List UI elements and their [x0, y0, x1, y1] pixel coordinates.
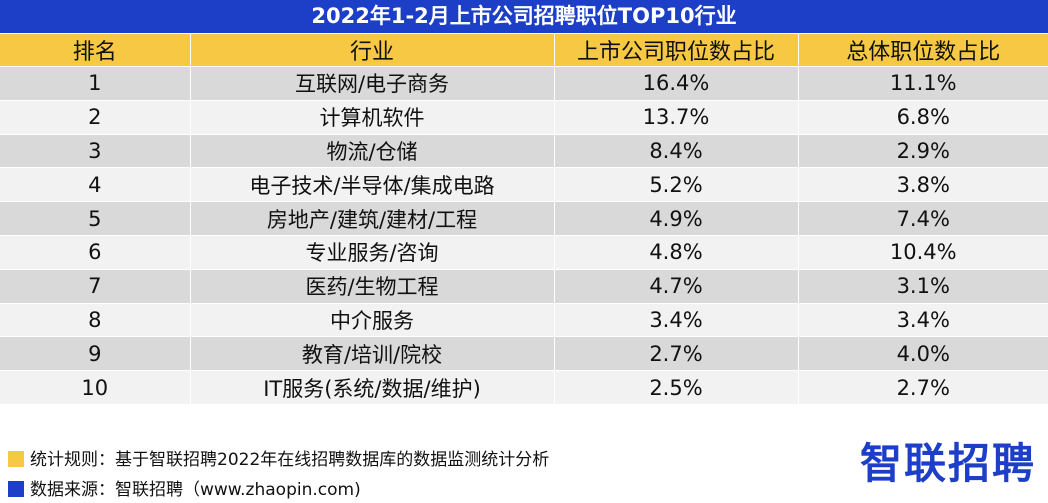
rank-cell: 7	[0, 268, 190, 304]
overall-share-cell: 2.7%	[797, 370, 1048, 405]
brand-logo: 智联招聘	[859, 439, 1036, 488]
industry-cell: 教育/培训/院校	[189, 336, 554, 371]
industry-cell: 房地产/建筑/建材/工程	[189, 201, 554, 236]
rank-cell: 10	[0, 370, 190, 405]
ranking-table: 排名 行业 上市公司职位数占比 总体职位数占比 1 互联网/电子商务 16.4%…	[0, 34, 1048, 405]
industry-cell: 专业服务/咨询	[189, 234, 554, 270]
table-row: 2 计算机软件 13.7% 6.8%	[0, 99, 1048, 135]
industry-cell: IT服务(系统/数据/维护)	[189, 370, 554, 405]
table-row: 5 房地产/建筑/建材/工程 4.9% 7.4%	[0, 201, 1048, 236]
header-industry: 行业	[189, 34, 554, 67]
industry-cell: 物流/仓储	[189, 133, 554, 168]
overall-share-cell: 7.4%	[797, 201, 1048, 236]
footer-source: 数据来源：智联招聘（www.zhaopin.com)	[8, 479, 361, 501]
listed-share-cell: 4.7%	[553, 268, 798, 304]
listed-share-cell: 2.5%	[553, 370, 798, 405]
rank-cell: 6	[0, 234, 190, 270]
rank-cell: 9	[0, 336, 190, 371]
yellow-square-icon	[8, 451, 24, 467]
listed-share-cell: 4.8%	[553, 234, 798, 270]
table-row: 3 物流/仓储 8.4% 2.9%	[0, 133, 1048, 168]
rank-cell: 3	[0, 133, 190, 168]
listed-share-cell: 5.2%	[553, 167, 798, 202]
table-row: 6 专业服务/咨询 4.8% 10.4%	[0, 234, 1048, 270]
overall-share-cell: 11.1%	[797, 66, 1048, 101]
listed-share-cell: 16.4%	[553, 66, 798, 101]
industry-cell: 医药/生物工程	[189, 268, 554, 304]
listed-share-cell: 8.4%	[553, 133, 798, 168]
industry-cell: 中介服务	[189, 302, 554, 337]
overall-share-cell: 10.4%	[797, 234, 1048, 270]
table-row: 9 教育/培训/院校 2.7% 4.0%	[0, 336, 1048, 371]
header-row: 排名 行业 上市公司职位数占比 总体职位数占比	[0, 34, 1048, 67]
listed-share-cell: 3.4%	[553, 302, 798, 337]
listed-share-cell: 13.7%	[553, 99, 798, 135]
listed-share-cell: 2.7%	[553, 336, 798, 371]
header-listed-share: 上市公司职位数占比	[553, 34, 798, 67]
rank-cell: 2	[0, 99, 190, 135]
overall-share-cell: 4.0%	[797, 336, 1048, 371]
header-overall-share: 总体职位数占比	[797, 34, 1048, 67]
footer-rule-text: 统计规则：基于智联招聘2022年在线招聘数据库的数据监测统计分析	[30, 450, 550, 470]
footer-rule: 统计规则：基于智联招聘2022年在线招聘数据库的数据监测统计分析	[8, 449, 549, 471]
table-row: 8 中介服务 3.4% 3.4%	[0, 302, 1048, 337]
header-rank: 排名	[72, 40, 117, 65]
footer-source-text: 数据来源：智联招聘（www.zhaopin.com)	[30, 480, 361, 500]
overall-share-cell: 6.8%	[797, 99, 1048, 135]
rank-cell: 4	[0, 167, 190, 202]
table-row: 7 医药/生物工程 4.7% 3.1%	[0, 268, 1048, 304]
overall-share-cell: 3.4%	[797, 302, 1048, 337]
rank-cell: 5	[0, 201, 190, 236]
overall-share-cell: 3.1%	[797, 268, 1048, 304]
listed-share-cell: 4.9%	[553, 201, 798, 236]
table-row: 1 互联网/电子商务 16.4% 11.1%	[0, 66, 1048, 101]
table-row: 10 IT服务(系统/数据/维护) 2.5% 2.7%	[0, 370, 1048, 405]
overall-share-cell: 2.9%	[797, 133, 1048, 168]
blue-square-icon	[8, 481, 24, 497]
overall-share-cell: 3.8%	[797, 167, 1048, 202]
table-row: 4 电子技术/半导体/集成电路 5.2% 3.8%	[0, 167, 1048, 202]
table-title: 2022年1-2月上市公司招聘职位TOP10行业	[0, 0, 1048, 33]
industry-cell: 互联网/电子商务	[189, 66, 554, 101]
rank-cell: 8	[0, 302, 190, 337]
rank-cell: 1	[0, 66, 190, 101]
industry-cell: 计算机软件	[189, 99, 554, 135]
industry-cell: 电子技术/半导体/集成电路	[189, 167, 554, 202]
